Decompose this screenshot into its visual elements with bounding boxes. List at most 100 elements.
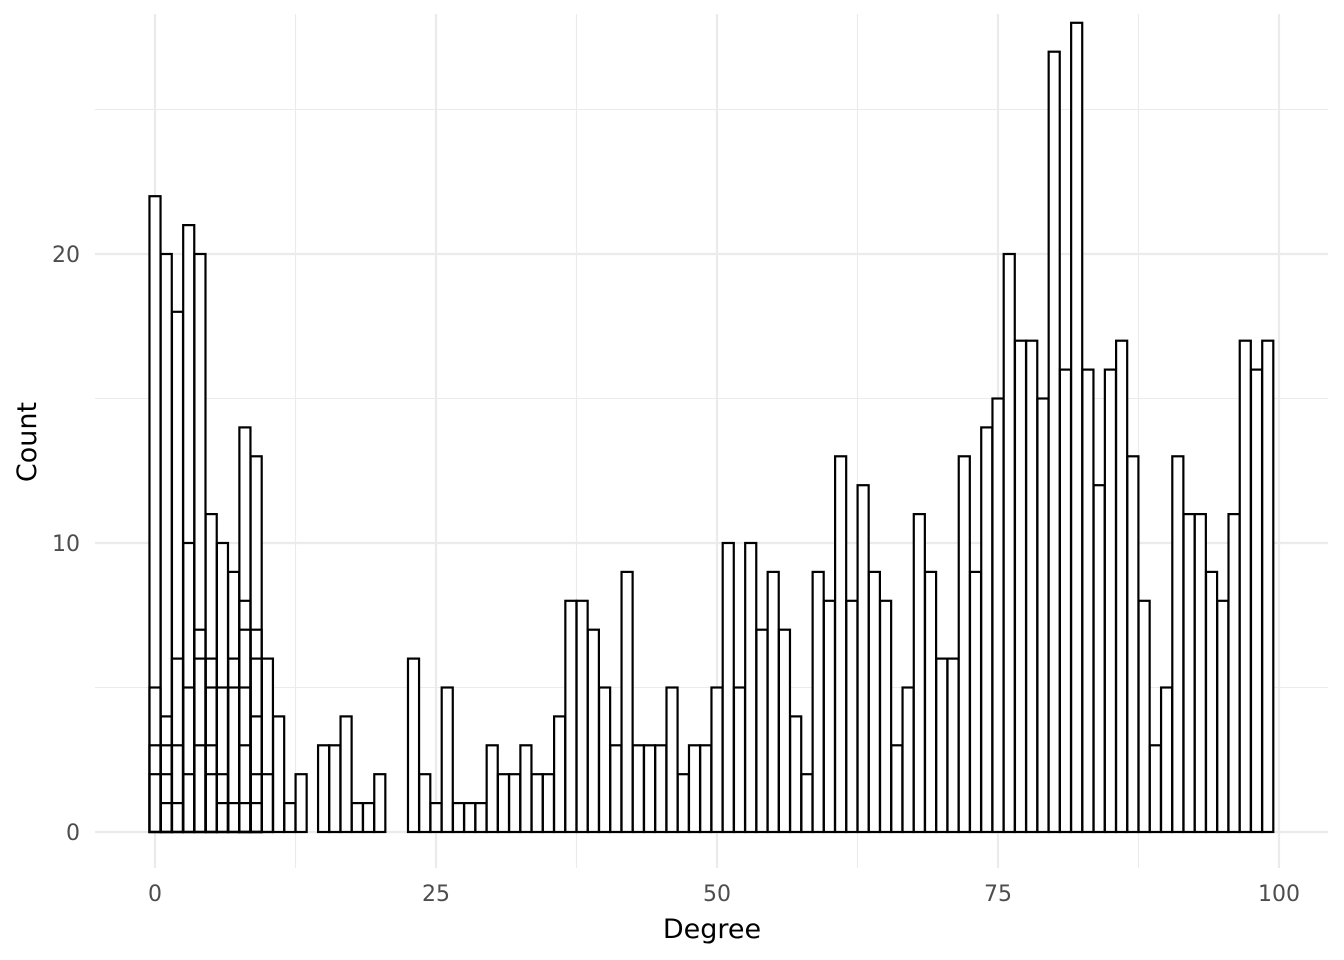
histogram-bar (665, 686, 679, 834)
histogram-bar (451, 801, 466, 834)
histogram-bar (283, 801, 297, 834)
histogram-bar (856, 484, 870, 834)
histogram-bars (148, 21, 1275, 834)
histogram-bar (1047, 50, 1061, 834)
histogram-bar (609, 744, 623, 834)
histogram-bar (744, 541, 758, 834)
histogram-bar (1227, 512, 1241, 834)
histogram-bar (834, 455, 848, 834)
histogram-bar (991, 397, 1005, 834)
histogram-bar (1216, 599, 1230, 834)
histogram-bar (519, 744, 533, 834)
x-axis-ticks: 0 25 50 75 100 (148, 882, 1300, 907)
histogram-bar (418, 773, 432, 834)
y-axis-title: Count (12, 402, 43, 482)
x-tick-label: 75 (984, 882, 1012, 907)
histogram-bar (1159, 686, 1174, 834)
histogram-bar (1148, 744, 1162, 834)
histogram-bar (496, 773, 511, 834)
histogram-bar (373, 773, 387, 834)
histogram-bar (159, 801, 173, 834)
histogram-bar (316, 744, 331, 834)
histogram-bar (822, 599, 837, 834)
histogram-bar (249, 455, 263, 834)
histogram-bar (968, 570, 983, 834)
histogram-bar (755, 628, 769, 834)
histogram-bar (699, 744, 713, 834)
histogram-bar (901, 686, 915, 834)
y-tick-label: 10 (52, 532, 80, 557)
histogram-bar (204, 512, 218, 834)
histogram-bar (1182, 512, 1196, 834)
histogram-bar (800, 773, 814, 834)
histogram-bar (1261, 339, 1275, 834)
histogram-bar (890, 744, 904, 834)
histogram-bar (1070, 21, 1084, 834)
x-tick-label: 50 (703, 882, 731, 907)
histogram-bar (249, 801, 263, 834)
histogram-bar (980, 426, 994, 834)
histogram-bar (1115, 339, 1129, 834)
histogram-bar (845, 599, 859, 834)
histogram-bar (777, 628, 792, 834)
histogram-bar (620, 570, 634, 834)
histogram-bar (1126, 455, 1140, 834)
histogram-bar (530, 773, 544, 834)
x-tick-label: 25 (422, 882, 450, 907)
histogram-bar (766, 570, 780, 834)
histogram-bar (350, 801, 364, 834)
histogram-bar (429, 801, 443, 834)
histogram-bar (732, 686, 747, 834)
histogram-bar (474, 801, 488, 834)
histogram-bar (1092, 484, 1106, 834)
histogram-bar (1238, 339, 1252, 834)
histogram-bar (170, 310, 185, 834)
histogram-bar (1204, 570, 1219, 834)
x-tick-label: 0 (148, 882, 162, 907)
histogram-bar (227, 570, 241, 834)
histogram-bar (440, 686, 454, 834)
histogram-bar (935, 657, 949, 834)
histogram-bar (676, 773, 690, 834)
histogram-bar (957, 455, 971, 834)
histogram-bar (1137, 599, 1151, 834)
x-tick-label: 100 (1258, 882, 1300, 907)
histogram-bar (272, 715, 286, 834)
histogram-bar (1036, 397, 1050, 834)
histogram-bar (294, 773, 308, 834)
histogram-bar (923, 570, 938, 834)
histogram-bar (541, 773, 556, 834)
histogram-bar (642, 744, 657, 834)
y-axis-ticks: 0 10 20 (52, 243, 80, 846)
histogram-bar (182, 224, 196, 834)
histogram-bar (811, 570, 825, 834)
histogram-bar (575, 599, 589, 834)
histogram-bar (463, 801, 477, 834)
histogram-bar (260, 657, 275, 834)
histogram-bar (1193, 512, 1207, 834)
histogram-bar (1002, 252, 1016, 834)
y-tick-label: 20 (52, 243, 80, 268)
histogram-bar (328, 744, 342, 834)
x-axis-title: Degree (663, 914, 761, 945)
histogram-bar (710, 686, 724, 834)
histogram-bar (586, 628, 600, 834)
histogram-bar (485, 744, 499, 834)
histogram-bar (406, 657, 421, 834)
histogram-bar (1081, 368, 1095, 834)
histogram-bar (946, 657, 960, 834)
histogram-bar (654, 744, 668, 834)
histogram-bar (361, 801, 376, 834)
histogram-bar (1058, 368, 1073, 834)
histogram-bar (564, 599, 578, 834)
histogram-bar (1013, 339, 1028, 834)
histogram-bar (867, 570, 881, 834)
histogram-bar (1249, 368, 1264, 834)
histogram-bar (789, 715, 803, 834)
histogram-bar (148, 195, 162, 834)
histogram-bar (553, 715, 567, 834)
histogram-bar (878, 599, 893, 834)
y-tick-label: 0 (66, 821, 80, 846)
histogram-bar (721, 541, 735, 834)
